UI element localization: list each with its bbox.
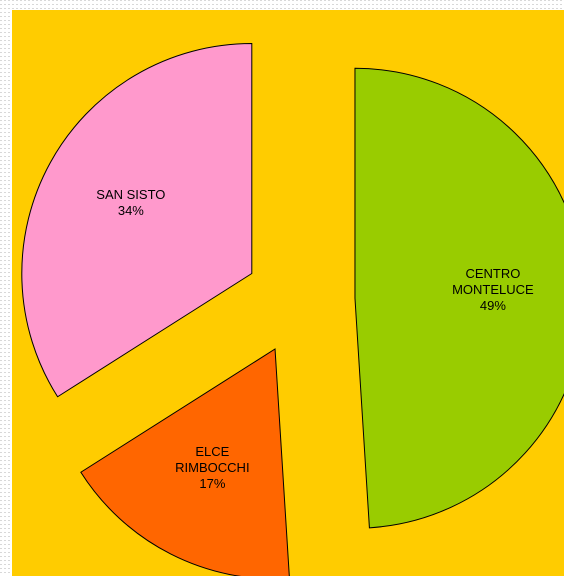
slice-label: SAN SISTO xyxy=(96,187,165,202)
slice-label: CENTRO MONTELUCE xyxy=(452,266,534,297)
pie-slice xyxy=(354,67,564,529)
slice-label-line: RIMBOCCHI xyxy=(175,460,249,475)
slice-label-line: CENTRO xyxy=(465,266,520,281)
slice-value-label: 49% xyxy=(480,298,506,313)
slice-label: ELCE RIMBOCCHI xyxy=(175,444,249,475)
slice-value-label: 17% xyxy=(199,476,225,491)
slice-label-line: ELCE xyxy=(195,444,229,459)
slice-value-label: 34% xyxy=(118,203,144,218)
pie-slice xyxy=(80,348,290,576)
slice-label-line: SAN SISTO xyxy=(96,187,165,202)
pie-slice xyxy=(21,43,253,398)
slice-label-line: MONTELUCE xyxy=(452,282,534,297)
